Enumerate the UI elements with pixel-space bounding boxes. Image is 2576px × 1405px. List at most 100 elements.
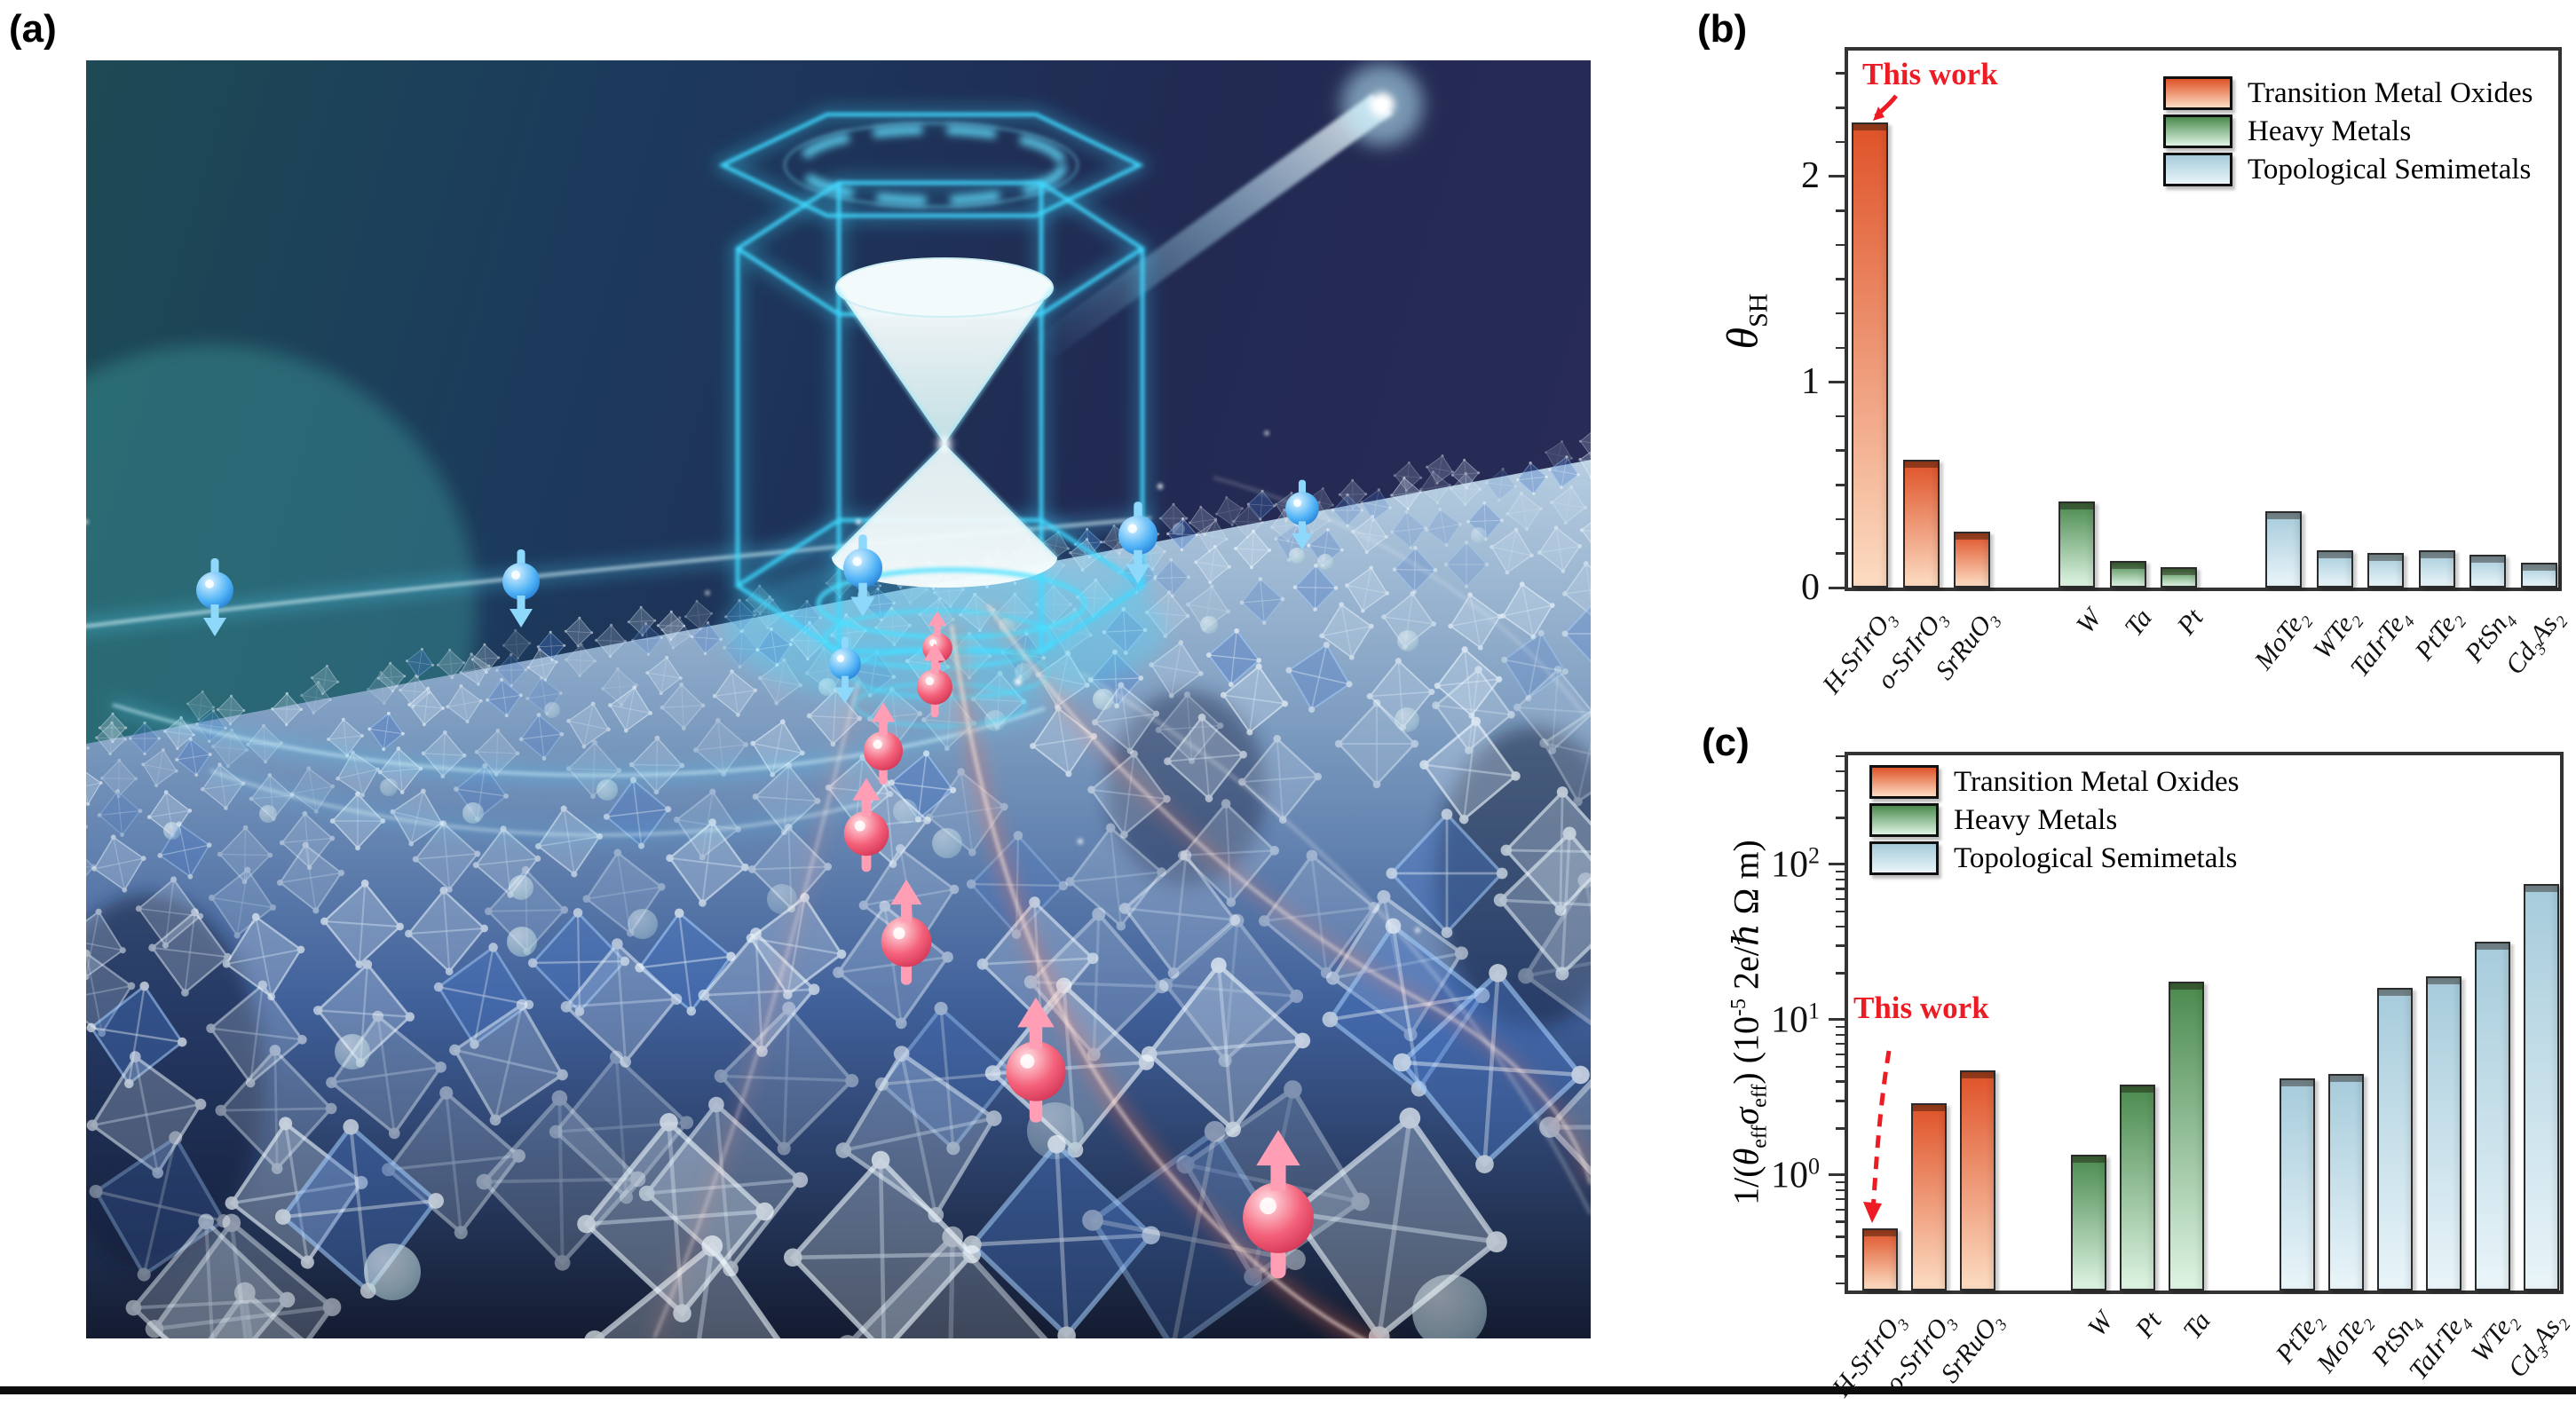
this-work-arrow-c: [1863, 1050, 1892, 1223]
y-minor-tick: [1836, 817, 1845, 819]
lattice-atom-sphere: [1397, 630, 1418, 651]
x-label-ta: Ta: [2177, 1306, 2217, 1346]
legend-swatch-heavy-metals: [1869, 803, 1939, 837]
y-minor-tick: [1836, 888, 1845, 890]
y-minor-tick: [1836, 1235, 1845, 1238]
y-axis-label-b: θSH: [1717, 293, 1774, 350]
legend-item: Heavy Metals: [2163, 114, 2533, 148]
y-minor-tick: [1836, 878, 1845, 881]
y-minor-tick: [1836, 278, 1845, 280]
x-label-mote-2: MoTe2: [2311, 1313, 2380, 1378]
bar-ta: [2109, 560, 2146, 588]
bar-tairte-4: [2426, 976, 2461, 1291]
legend-label-topological-semimetals: Topological Semimetals: [1954, 841, 2238, 874]
y-minor-tick: [1836, 770, 1845, 773]
y-major-tick: [1829, 863, 1845, 866]
legend-swatch-heavy-metals: [2163, 114, 2232, 148]
y-tick-label: 100: [1771, 1153, 1820, 1196]
lattice-atom-sphere: [544, 702, 560, 718]
bar-ptsn-4: [2469, 554, 2506, 588]
bar-cd-3as-2: [2524, 883, 2559, 1291]
this-work-annotation-c: This work: [1853, 991, 1989, 1025]
plot-frame-b: [1845, 47, 2562, 591]
illustration-svg: [0, 60, 1591, 1405]
bar-o-sriro-3: [1902, 460, 1940, 588]
legend-label-transition-metal-oxides: Transition Metal Oxides: [2248, 76, 2533, 109]
y-minor-tick: [1836, 1025, 1845, 1029]
x-label-ptte-2: PtTe2: [2409, 610, 2470, 667]
y-major-tick: [1829, 586, 1845, 589]
legend-swatch-transition-metal-oxides: [2163, 76, 2232, 110]
bar-w: [2058, 501, 2095, 588]
y-minor-tick: [1836, 1100, 1845, 1102]
y-minor-tick: [1836, 910, 1845, 913]
y-minor-tick: [1836, 1208, 1845, 1212]
legend-swatch-topological-semimetals: [1869, 841, 1939, 875]
bar-srruo-3: [1954, 532, 1990, 588]
lattice-atom-sphere: [364, 1243, 421, 1300]
lattice-atom-sphere: [462, 802, 484, 824]
y-major-tick: [1829, 1173, 1845, 1177]
panel-a-label: (a): [9, 7, 57, 51]
lattice-atom-sphere: [507, 927, 537, 957]
y-minor-tick: [1836, 789, 1845, 793]
y-minor-tick: [1836, 72, 1845, 75]
y-minor-tick: [1836, 1065, 1845, 1069]
bar-wte-2: [2475, 941, 2510, 1291]
y-major-tick: [1829, 174, 1845, 178]
y-minor-tick: [1836, 1197, 1845, 1201]
legend-swatch-topological-semimetals: [2163, 153, 2232, 186]
lattice-atom-sphere: [628, 909, 658, 939]
y-minor-tick: [1836, 312, 1845, 315]
lattice-atom-sphere: [259, 805, 277, 823]
bar-o-sriro-3: [1911, 1102, 1947, 1291]
legend-c: Transition Metal Oxides Heavy Metals Topol…: [1869, 765, 2239, 880]
y-minor-tick: [1836, 517, 1845, 521]
y-minor-tick: [1836, 1080, 1845, 1083]
bar-srruo-3: [1960, 1070, 1995, 1291]
y-tick-label: 102: [1771, 842, 1820, 886]
x-label-w: W: [2082, 1306, 2120, 1343]
legend-item: Topological Semimetals: [1869, 841, 2239, 875]
legend-label-heavy-metals: Heavy Metals: [1954, 803, 2118, 836]
y-minor-tick: [1836, 1188, 1845, 1192]
bar-ptsn-4: [2377, 988, 2413, 1291]
bar-ta: [2169, 982, 2204, 1291]
legend-item: Transition Metal Oxides: [2163, 76, 2533, 110]
y-tick-label: 0: [1801, 567, 1820, 608]
lattice-atom-sphere: [1200, 616, 1218, 634]
y-minor-tick: [1836, 414, 1845, 418]
y-axis-label-c: 1/(θeffσeff) (10-5 2e/ℏ Ω m): [1726, 840, 1772, 1205]
y-minor-tick: [1836, 1033, 1845, 1037]
legend-label-topological-semimetals: Topological Semimetals: [2248, 153, 2532, 185]
y-minor-tick: [1836, 870, 1845, 873]
y-minor-tick: [1836, 1042, 1845, 1046]
illustration-spin-hall-crystal: [0, 60, 1591, 1405]
y-minor-tick: [1836, 243, 1845, 247]
brillouin-zone-hexagon: [723, 114, 1142, 651]
legend-b: Transition Metal Oxides Heavy Metals Topol…: [2163, 76, 2533, 191]
legend-label-transition-metal-oxides: Transition Metal Oxides: [1954, 765, 2240, 798]
this-work-annotation-b: This work: [1862, 57, 1998, 91]
y-tick-label: 2: [1801, 155, 1820, 197]
bar-cd-3as-2: [2520, 563, 2557, 588]
bar-mote-2: [2328, 1073, 2364, 1291]
y-minor-tick: [1836, 897, 1845, 901]
x-label-ta: Ta: [2119, 604, 2159, 643]
this-work-arrow-b: [1873, 94, 1898, 121]
y-minor-tick: [1836, 1127, 1845, 1130]
y-minor-tick: [1836, 449, 1845, 452]
lattice-atom-sphere: [597, 779, 618, 801]
x-label-w: W: [2070, 604, 2107, 640]
y-minor-tick: [1836, 944, 1845, 947]
page-bottom-rule: [0, 1386, 2576, 1394]
legend-label-heavy-metals: Heavy Metals: [2248, 114, 2412, 147]
bar-ptte-2: [2418, 550, 2455, 588]
y-minor-tick: [1836, 552, 1845, 555]
legend-item: Topological Semimetals: [2163, 153, 2533, 186]
bar-ptte-2: [2280, 1077, 2315, 1291]
x-label-pt: Pt: [2171, 604, 2209, 641]
lattice-atom-sphere: [1289, 548, 1305, 564]
bar-w: [2071, 1154, 2106, 1291]
legend-item: Heavy Metals: [1869, 803, 2239, 837]
